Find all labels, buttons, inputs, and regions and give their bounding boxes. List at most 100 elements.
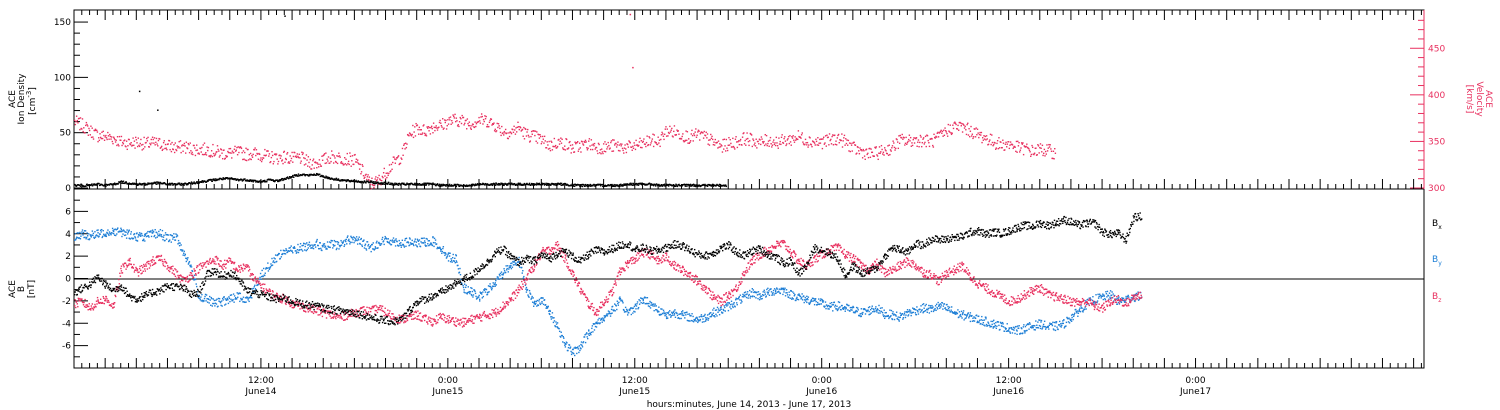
velocity-point (132, 137, 134, 139)
velocity-point (217, 148, 219, 151)
by-point (212, 298, 215, 300)
by-point (339, 245, 341, 248)
density-point (345, 180, 347, 183)
velocity-point (146, 140, 149, 142)
by-point (101, 236, 103, 239)
density-point (213, 179, 216, 182)
density-point (128, 182, 130, 184)
by-point (548, 310, 550, 312)
by-point (199, 299, 202, 301)
density-point (684, 184, 686, 186)
velocity-point (838, 142, 840, 144)
by-point (427, 240, 429, 242)
velocity-point (280, 155, 282, 157)
velocity-point (460, 122, 463, 125)
velocity-point (648, 136, 650, 138)
velocity-point (308, 166, 311, 168)
by-point (821, 299, 824, 301)
velocity-point (867, 156, 870, 159)
velocity-point (659, 145, 661, 148)
by-point (180, 244, 182, 246)
velocity-point (114, 141, 117, 143)
velocity-outlier-point (629, 13, 632, 16)
velocity-point (869, 156, 872, 159)
by-point (240, 297, 242, 300)
by-point (803, 301, 805, 304)
by-point (759, 296, 761, 299)
by-point (562, 341, 564, 343)
velocity-point (945, 129, 947, 132)
density-point (282, 179, 284, 182)
velocity-point (1001, 146, 1003, 149)
by-point (87, 238, 89, 241)
velocity-point (850, 144, 853, 146)
by-point (463, 289, 465, 291)
velocity-point (927, 139, 929, 142)
by-point (652, 303, 655, 305)
by-point (150, 230, 152, 232)
velocity-point (101, 137, 104, 140)
density-point (453, 183, 455, 186)
velocity-point (83, 127, 85, 129)
by-point (518, 256, 520, 259)
density-point (516, 184, 519, 186)
by-point (273, 261, 276, 264)
density-point (652, 184, 655, 187)
bfield-tick-label: -2 (62, 297, 71, 307)
velocity-point (477, 120, 480, 123)
by-point (734, 299, 737, 301)
velocity-point (607, 141, 609, 144)
by-point (611, 305, 614, 308)
density-point (584, 185, 586, 187)
velocity-point (94, 129, 96, 132)
velocity-point (695, 136, 698, 138)
by-point (217, 305, 219, 308)
velocity-point (805, 142, 807, 144)
density-outlier-point (157, 109, 159, 111)
velocity-point (98, 137, 100, 139)
by-point (613, 309, 615, 311)
by-point (364, 243, 367, 245)
by-point (159, 228, 162, 231)
density-point (419, 184, 421, 186)
by-point (607, 310, 610, 312)
by-point (335, 248, 338, 251)
velocity-point (597, 152, 599, 155)
by-point (469, 292, 471, 295)
by-point (708, 313, 710, 315)
velocity-point (412, 124, 414, 127)
density-point (497, 182, 500, 185)
by-point (152, 231, 155, 233)
velocity-point (554, 145, 556, 148)
density-point (635, 182, 638, 185)
velocity-point (638, 141, 641, 143)
by-point (408, 237, 411, 239)
velocity-point (479, 122, 482, 124)
velocity-point (379, 178, 381, 180)
by-point (298, 249, 301, 251)
by-point (342, 241, 344, 244)
density-point (704, 183, 706, 186)
velocity-point (398, 163, 400, 166)
by-point (836, 309, 839, 312)
velocity-point (98, 139, 101, 142)
by-point (768, 294, 771, 296)
density-point (580, 185, 582, 188)
velocity-point (273, 160, 275, 163)
by-point (232, 298, 234, 301)
velocity-point (708, 139, 710, 141)
velocity-point (850, 142, 852, 145)
by-point (739, 299, 741, 301)
by-point (403, 245, 405, 247)
velocity-point (602, 143, 605, 145)
velocity-point (689, 140, 692, 142)
density-point (567, 184, 569, 186)
velocity-point (358, 168, 361, 170)
velocity-point (918, 146, 920, 148)
by-point (151, 229, 154, 231)
velocity-point (231, 150, 234, 152)
by-point (832, 304, 834, 306)
by-point (241, 299, 243, 301)
velocity-point (602, 152, 604, 155)
by-point (633, 305, 636, 308)
